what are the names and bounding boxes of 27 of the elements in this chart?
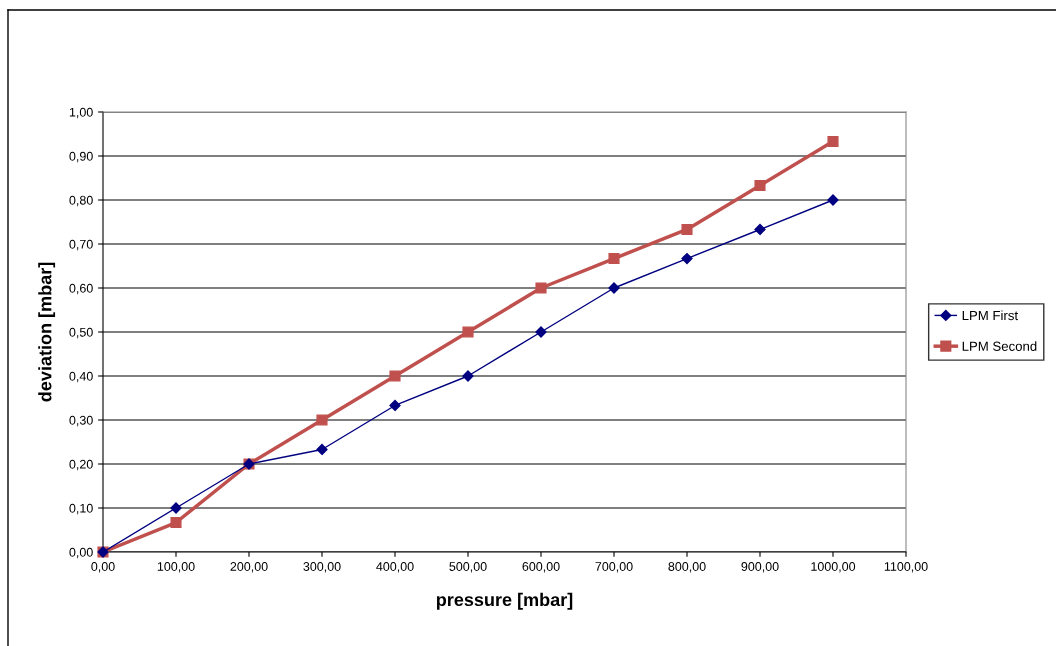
legend-label: LPM First — [962, 310, 1018, 321]
y-tick-label: 0,60 — [69, 283, 93, 295]
x-tick-label: 0,00 — [91, 562, 115, 573]
x-tick-label: 400,00 — [376, 562, 414, 573]
y-tick-label: 0,40 — [69, 371, 93, 383]
x-tick-label: 900,00 — [741, 562, 779, 573]
y-tick-label: 0,30 — [69, 415, 93, 427]
y-tick-label: 0,10 — [69, 503, 93, 515]
y-tick-label: 0,80 — [69, 195, 93, 207]
x-tick-label: 500,00 — [449, 562, 487, 573]
y-tick-label: 0,90 — [69, 151, 93, 163]
x-tick-label: 300,00 — [303, 562, 341, 573]
x-axis-title: pressure [mbar] — [436, 592, 573, 610]
x-tick-label: 800,00 — [668, 562, 706, 573]
x-tick-label: 700,00 — [595, 562, 633, 573]
x-tick-label: 600,00 — [522, 562, 560, 573]
y-tick-label: 0,20 — [69, 459, 93, 471]
x-tick-label: 100,00 — [157, 562, 195, 573]
x-tick-label: 200,00 — [230, 562, 268, 573]
x-tick-label: 1100,00 — [884, 562, 928, 573]
y-axis-title: deviation [mbar] — [38, 262, 56, 402]
x-tick-label: 1000,00 — [811, 562, 856, 573]
y-tick-label: 0,50 — [69, 327, 93, 339]
legend-label: LPM Second — [962, 341, 1037, 351]
y-tick-label: 1,00 — [69, 107, 93, 119]
y-tick-label: 0,00 — [69, 547, 93, 559]
y-tick-label: 0,70 — [69, 239, 93, 251]
